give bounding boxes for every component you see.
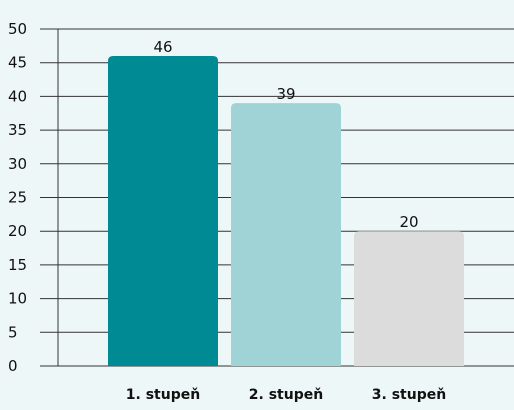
data-label: 20 bbox=[399, 213, 418, 231]
category-label: 3. stupeň bbox=[372, 387, 446, 403]
bar-3 bbox=[354, 231, 464, 366]
bars bbox=[108, 55, 464, 367]
y-tick-label: 10 bbox=[8, 290, 27, 308]
y-tick-label: 30 bbox=[8, 155, 27, 173]
y-tick-label: 0 bbox=[8, 357, 18, 375]
y-axis-ticks: 0 5 10 15 20 25 30 35 40 45 50 bbox=[8, 20, 27, 375]
y-tick-label: 5 bbox=[8, 323, 18, 341]
category-label: 2. stupeň bbox=[249, 387, 323, 403]
y-tick-label: 20 bbox=[8, 222, 27, 240]
y-tick-label: 45 bbox=[8, 54, 27, 72]
category-label: 1. stupeň bbox=[126, 387, 200, 403]
y-tick-label: 35 bbox=[8, 121, 27, 139]
data-labels: 46 39 20 bbox=[153, 38, 418, 231]
y-tick-label: 50 bbox=[8, 20, 27, 38]
bar-1 bbox=[108, 55, 218, 367]
bar-2 bbox=[231, 103, 341, 366]
y-tick-label: 40 bbox=[8, 87, 27, 105]
y-tick-label: 15 bbox=[8, 256, 27, 274]
data-label: 39 bbox=[276, 85, 295, 103]
data-label: 46 bbox=[153, 38, 172, 56]
y-tick-label: 25 bbox=[8, 189, 27, 207]
x-axis-categories: 1. stupeň 2. stupeň 3. stupeň bbox=[126, 387, 446, 403]
